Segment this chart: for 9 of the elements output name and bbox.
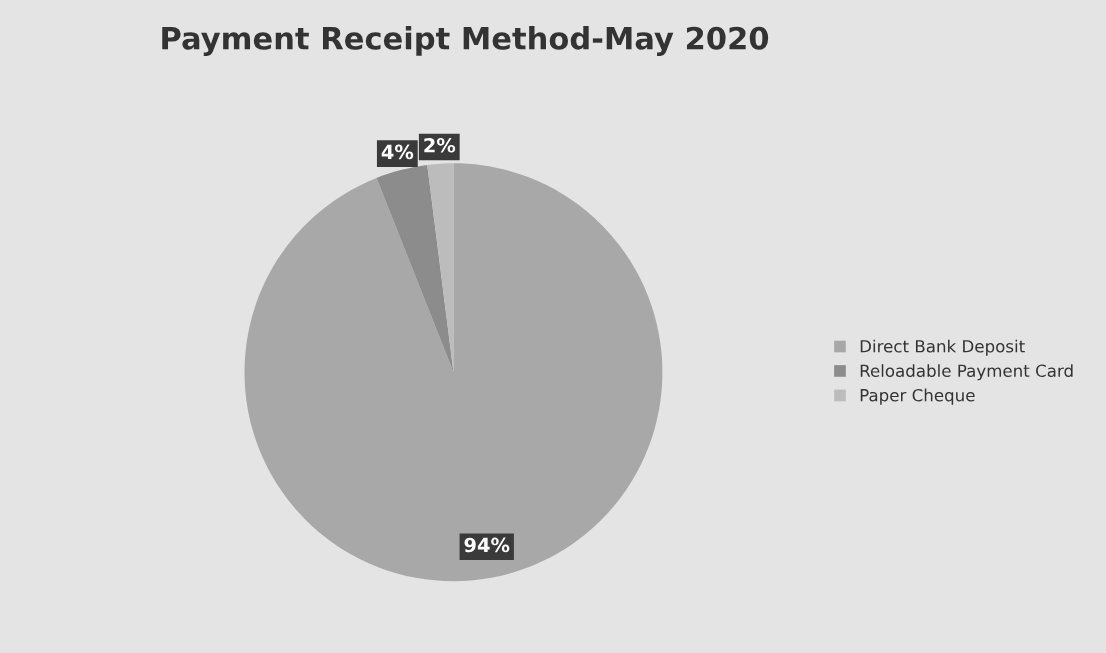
legend-label: Direct Bank Deposit	[860, 339, 1025, 356]
data-label: 4%	[381, 144, 414, 160]
data-label: 2%	[424, 137, 456, 153]
legend-label: Reloadable Payment Card	[860, 364, 1073, 381]
chart-title: Payment Receipt Method-May 2020	[162, 26, 769, 56]
pie-slice	[244, 163, 663, 582]
legend-label: Paper Cheque	[860, 388, 975, 405]
data-label: 94%	[464, 537, 510, 553]
pie-slice	[376, 164, 454, 373]
